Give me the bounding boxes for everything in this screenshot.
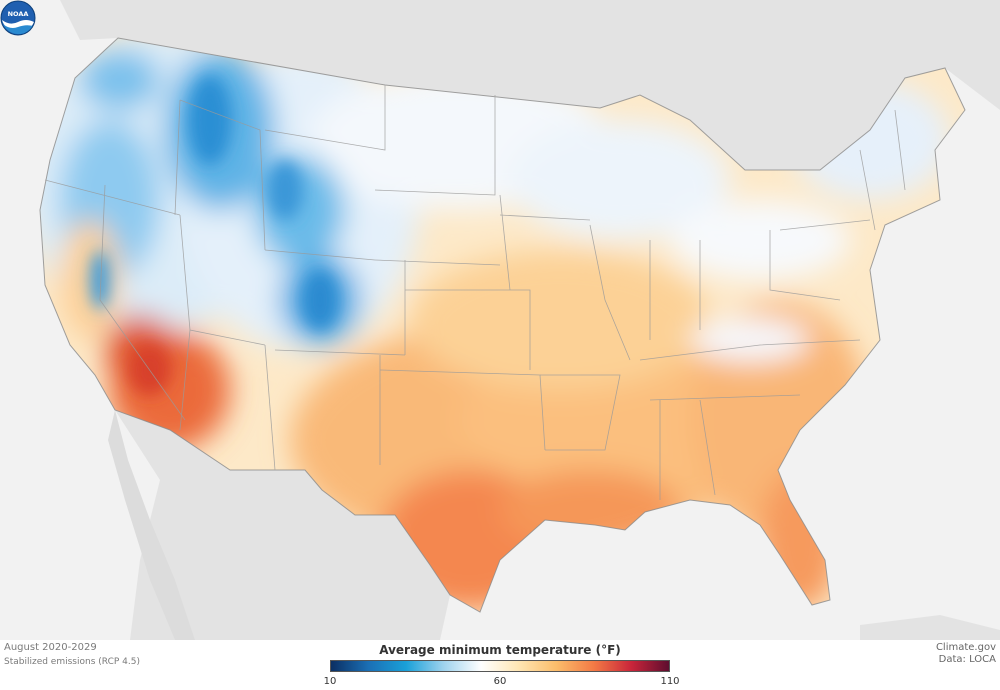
- scenario-label: Stabilized emissions (RCP 4.5): [4, 657, 140, 667]
- mexico-landmass: [115, 410, 450, 640]
- color-scale-bar: [330, 660, 670, 672]
- legend-footer: August 2020-2029 Stabilized emissions (R…: [0, 640, 1000, 690]
- map-panel: NOAA: [0, 0, 1000, 640]
- legend-title: Average minimum temperature (°F): [379, 643, 621, 657]
- noaa-logo-icon: NOAA: [0, 0, 36, 36]
- legend-tick-max: 110: [660, 676, 680, 687]
- data-credit: Data: LOCA: [938, 654, 996, 665]
- baja-peninsula: [108, 410, 195, 640]
- us-temperature-map: [39, 0, 1000, 640]
- period-label: August 2020-2029: [4, 642, 97, 653]
- canada-landmass: [60, 0, 1000, 170]
- noaa-logo-text: NOAA: [8, 10, 29, 18]
- source-credit: Climate.gov: [935, 642, 996, 653]
- state-boundaries: [39, 37, 966, 613]
- legend-tick-mid: 60: [493, 676, 507, 687]
- legend-tick-min: 10: [323, 676, 337, 687]
- cuba-landmass: [860, 615, 1000, 640]
